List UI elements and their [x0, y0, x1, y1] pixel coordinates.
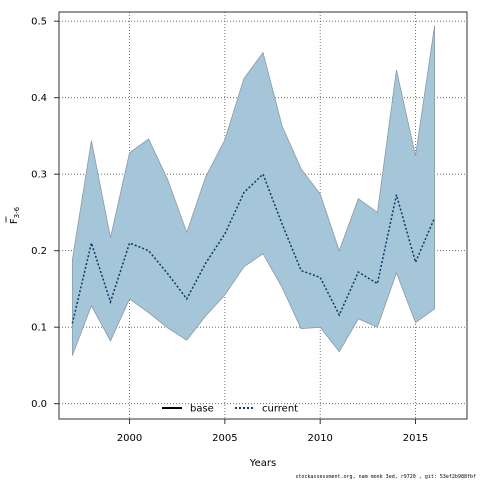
confidence-band-current — [71, 25, 435, 356]
y-axis-title: F3-6 — [5, 206, 21, 224]
y-axis: 0.0 0.1 0.2 0.3 0.4 0.5 — [31, 17, 59, 410]
svg-text:F3-6: F3-6 — [9, 206, 21, 224]
series-line-layer — [71, 172, 436, 324]
confidence-band-layer — [71, 25, 435, 356]
legend-label-base: base — [190, 404, 214, 415]
y-tick-label: 0.4 — [31, 93, 47, 104]
plot-frame — [58, 11, 468, 420]
y-axis-title-subscript: 3-6 — [13, 206, 21, 218]
y-axis-title-main: F — [9, 218, 20, 224]
footnote: stockassessment.org, nam monk 3ed, r9720… — [295, 474, 476, 480]
y-tick-label: 0.1 — [31, 323, 47, 334]
y-tick-label: 0.5 — [31, 17, 47, 28]
x-tick-label: 2005 — [212, 433, 237, 444]
legend: base current — [162, 404, 298, 415]
y-tick-label: 0.3 — [31, 170, 47, 181]
y-tick-label: 0.2 — [31, 246, 47, 257]
x-tick-label: 2010 — [307, 433, 332, 444]
x-tick-label: 2000 — [117, 433, 142, 444]
x-tick-label: 2015 — [403, 433, 428, 444]
series-line-current — [71, 172, 436, 324]
x-axis-title: Years — [249, 458, 276, 469]
legend-label-current: current — [262, 404, 298, 415]
x-axis: 2000 2005 2010 2015 — [117, 419, 428, 444]
y-tick-label: 0.0 — [31, 399, 47, 410]
